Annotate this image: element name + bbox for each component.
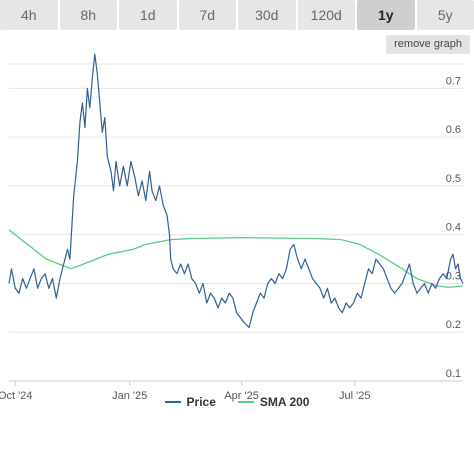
remove-graph-button[interactable]: remove graph xyxy=(386,35,470,54)
y-tick-label: 0.2 xyxy=(446,319,461,331)
tab-120d[interactable]: 120d xyxy=(297,0,355,30)
tab-1y[interactable]: 1y xyxy=(357,0,415,30)
x-tick-label: Apr '25 xyxy=(224,390,259,402)
y-tick-label: 0.7 xyxy=(446,75,461,87)
legend-label-price: Price xyxy=(186,395,216,409)
x-tick-label: Oct '24 xyxy=(0,390,32,402)
legend-swatch-sma xyxy=(237,401,254,403)
y-tick-label: 0.6 xyxy=(446,124,461,136)
y-tick-label: 0.3 xyxy=(446,270,461,282)
price-series-line xyxy=(8,53,464,328)
legend-swatch-price xyxy=(164,401,181,403)
tab-8h[interactable]: 8h xyxy=(59,0,117,30)
y-tick-label: 0.5 xyxy=(446,173,461,185)
legend-item-price[interactable]: Price xyxy=(164,393,216,411)
legend-item-sma[interactable]: SMA 200 xyxy=(237,393,310,411)
y-tick-label: 0.4 xyxy=(446,222,461,234)
chart-legend: Price SMA 200 xyxy=(0,393,474,411)
x-tick-label: Jan '25 xyxy=(112,390,147,402)
tab-1d[interactable]: 1d xyxy=(119,0,177,30)
tab-7d[interactable]: 7d xyxy=(178,0,236,30)
legend-label-sma: SMA 200 xyxy=(259,395,310,409)
timeframe-tabs: 4h 8h 1d 7d 30d 120d 1y 5y xyxy=(0,0,474,30)
tab-30d[interactable]: 30d xyxy=(238,0,296,30)
x-tick-label: Jul '25 xyxy=(339,390,370,402)
sma-series-line xyxy=(8,229,464,289)
tab-4h[interactable]: 4h xyxy=(0,0,58,30)
y-tick-label: 0.1 xyxy=(446,368,461,380)
tab-5y[interactable]: 5y xyxy=(416,0,474,30)
